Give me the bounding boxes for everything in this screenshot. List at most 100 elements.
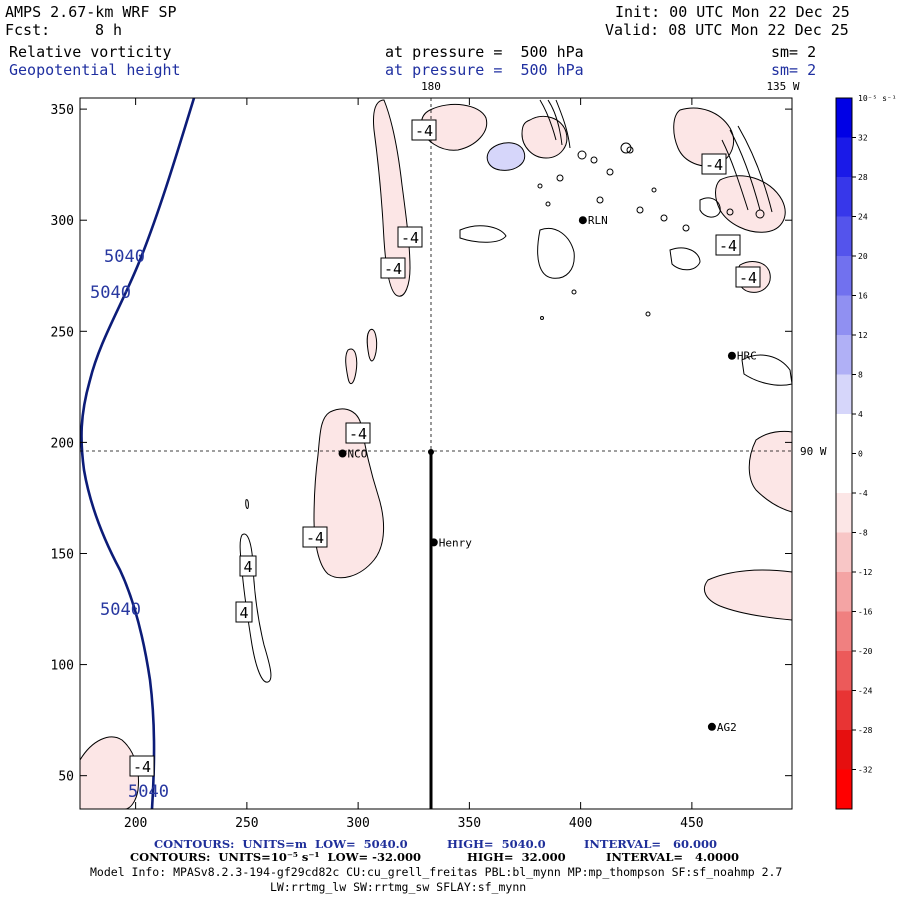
x-tick-label: 400 (569, 816, 592, 831)
station-marker (338, 449, 347, 458)
colorbar-tick-label: 28 (858, 173, 868, 182)
x-tick-label: 250 (235, 816, 258, 831)
height-label: 5040 (90, 283, 131, 303)
vort-label-box: -4 (129, 755, 155, 777)
vort-label-box: -4 (735, 266, 761, 288)
height-label: 5040 (100, 600, 141, 620)
vort-region-right-2 (704, 569, 793, 621)
y-tick-label: 100 (51, 659, 74, 674)
vorticity-labels: -4 -4 -4 -4 -4 -4 -4 -4 4 4 -4 (129, 119, 761, 777)
vort-label: 4 (239, 604, 248, 622)
lon-label-90w: 90 W (800, 445, 827, 458)
y-axis: 50 100 150 200 250 300 350 (51, 103, 792, 785)
x-tick-label: 350 (458, 816, 481, 831)
vort-label: -4 (719, 237, 737, 255)
height-label: 5040 (128, 782, 169, 802)
colorbar-swatch (836, 177, 852, 217)
forecast-label: Fcst: (5, 21, 51, 39)
vort-contour-hooks-2 (721, 125, 773, 213)
vorticity-specks (537, 142, 765, 320)
colorbar-unit: 10⁻⁵ s⁻¹ (858, 94, 897, 103)
colorbar-tick-label: -12 (858, 568, 873, 577)
vort-label-box: -4 (380, 257, 406, 279)
colorbar-tick-label: 20 (858, 252, 868, 261)
colorbar-tick-label: -20 (858, 647, 873, 656)
field2-smooth: sm= 2 (771, 61, 817, 79)
station-label: HRC (737, 350, 757, 363)
y-tick-label: 50 (58, 770, 74, 785)
vort-region-upper-mid (521, 116, 568, 159)
station-marker (578, 216, 587, 225)
vort-region-small-blob (345, 348, 358, 385)
colorbar-swatch (836, 374, 852, 415)
x-axis: 200 250 300 350 400 450 (124, 98, 704, 831)
height-labels: 5040 5040 5040 5040 (90, 247, 169, 802)
colorbar-tick-label: 16 (858, 292, 868, 301)
y-tick-label: 350 (51, 103, 74, 118)
colorbar-swatch (836, 690, 852, 731)
station-label: AG2 (717, 721, 737, 734)
vort-label: 4 (243, 558, 252, 576)
vort-label: -4 (306, 529, 324, 547)
cross-section-start (428, 449, 434, 455)
plot-frame (79, 97, 793, 810)
colorbar-tick-label: -24 (858, 687, 873, 696)
vort-label-box: 4 (235, 601, 253, 623)
x-tick-label: 300 (346, 816, 369, 831)
colorbar-tick-label: -32 (858, 766, 873, 775)
vort-label: -4 (401, 229, 419, 247)
vort-label-box: -4 (715, 234, 741, 256)
colorbar-tick-label: 24 (858, 213, 868, 222)
vort-contour-info: CONTOURS: UNITS=10⁻⁵ s⁻¹ LOW= -32.000 (130, 850, 421, 864)
model-info: Model Info: MPASv8.2.3-194-gf29cd82c CU:… (90, 865, 783, 879)
vort-contour-interval: INTERVAL= 4.0000 (606, 850, 740, 864)
colorbar-swatch (836, 98, 852, 138)
vort-label-box: -4 (397, 226, 423, 248)
colorbar-swatch (836, 651, 852, 691)
vort-label: -4 (415, 122, 433, 140)
vort-label: -4 (739, 269, 757, 287)
vort-label: -4 (384, 260, 402, 278)
y-tick-label: 300 (51, 214, 74, 229)
vort-label: -4 (133, 758, 151, 776)
init-time: Init: 00 UTC Mon 22 Dec 25 (615, 3, 850, 21)
colorbar-tick-label: -28 (858, 726, 873, 735)
station-marker (727, 351, 736, 360)
station-marker (707, 722, 716, 731)
height-contour-info: CONTOURS: UNITS=m LOW= 5040.0 (154, 837, 408, 851)
height-label: 5040 (104, 247, 145, 267)
x-tick-label: 450 (680, 816, 703, 831)
y-tick-label: 150 (51, 547, 74, 562)
model-title: AMPS 2.67-km WRF SP (5, 3, 177, 21)
colorbar-swatch (836, 295, 852, 336)
colorbar-swatch (836, 532, 852, 573)
colorbar-tick-label: 4 (858, 410, 863, 419)
field2-level: at pressure = 500 hPa (385, 61, 584, 79)
colorbar-tick-label: 12 (858, 331, 868, 340)
x-tick-label: 200 (124, 816, 147, 831)
station-label: NCO (348, 448, 368, 461)
station-label: Henry (439, 536, 472, 549)
vort-contour-upper-patches (459, 197, 793, 386)
field2-name: Geopotential height (9, 61, 181, 79)
colorbar-tick-label: -4 (858, 489, 868, 498)
vort-label-box: -4 (345, 422, 371, 444)
colorbar-swatch (836, 769, 852, 810)
colorbar-swatch (836, 216, 852, 257)
vort-label-box: -4 (302, 526, 328, 548)
field1-name: Relative vorticity (9, 43, 172, 61)
colorbar-swatch (836, 137, 852, 178)
vort-label: -4 (349, 425, 367, 443)
colorbar-swatch (836, 414, 852, 454)
vort-label-box: 4 (239, 555, 257, 577)
y-tick-label: 200 (51, 436, 74, 451)
vort-contour-hooks-1 (539, 99, 571, 149)
lon-label-135w: 135 W (766, 80, 799, 93)
lon-label-180: 180 (421, 80, 441, 93)
height-contour-high: HIGH= 5040.0 (447, 837, 546, 851)
vort-region-small-blob-2 (366, 328, 378, 362)
y-tick-label: 250 (51, 325, 74, 340)
vort-label: -4 (705, 156, 723, 174)
vort-contour-high: HIGH= 32.000 (467, 850, 566, 864)
colorbar-tick-label: -16 (858, 608, 873, 617)
